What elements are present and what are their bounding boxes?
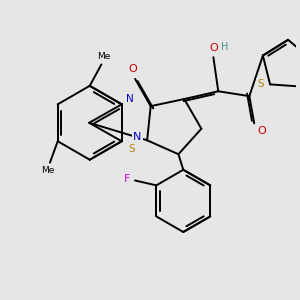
Text: N: N: [133, 132, 142, 142]
Text: Me: Me: [41, 166, 55, 175]
Text: O: O: [209, 43, 218, 52]
Text: S: S: [128, 144, 135, 154]
Text: H: H: [221, 41, 229, 52]
Text: S: S: [257, 80, 264, 89]
Text: Me: Me: [97, 52, 110, 61]
Text: N: N: [126, 94, 134, 104]
Text: O: O: [129, 64, 138, 74]
Text: O: O: [258, 126, 266, 136]
Text: F: F: [124, 173, 130, 184]
